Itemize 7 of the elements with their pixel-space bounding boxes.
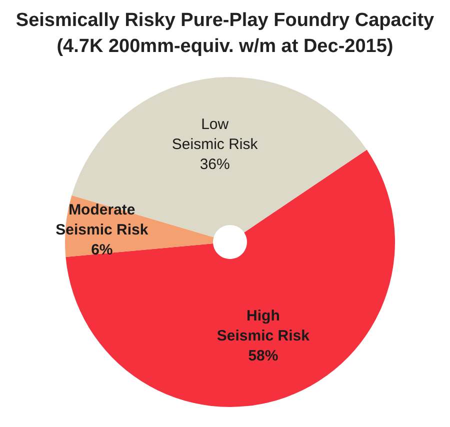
chart-subtitle: (4.7K 200mm-equiv. w/m at Dec-2015) [56, 35, 394, 59]
slice-label: Low Seismic Risk [172, 116, 258, 153]
slice-label: High Seismic Risk [216, 306, 310, 344]
chart-title: Seismically Risky Pure-Play Foundry Capacity [14, 9, 436, 33]
data-label: 58% [248, 346, 278, 364]
data-label: 36% [200, 156, 230, 173]
data-label: 6% [91, 240, 113, 258]
